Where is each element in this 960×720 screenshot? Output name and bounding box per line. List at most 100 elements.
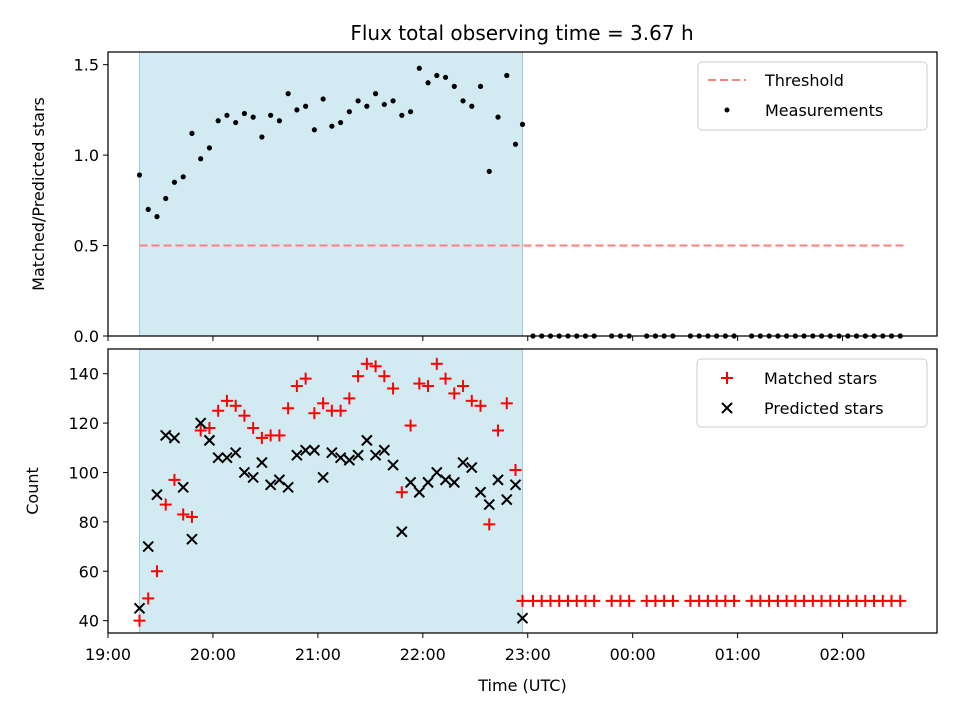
matched-stars-point	[623, 594, 636, 607]
bottom-y-tick-label: 140	[68, 365, 99, 384]
bottom-y-axis-ticks: 40 60 80 100 120 140	[68, 365, 108, 631]
predicted-stars-point	[282, 481, 294, 494]
predicted-stars-point	[439, 474, 452, 486]
predicted-stars-point	[387, 459, 399, 471]
matched-stars-point	[282, 402, 295, 415]
bottom-x-axis-ticks: 19:00 20:00 21:00 22:00 23:00 00:00 01:00 02:00	[85, 633, 866, 664]
predicted-stars-point	[317, 471, 329, 484]
measurement-point	[346, 109, 352, 115]
x-tick-label: 20:00	[190, 645, 236, 664]
measurement-point	[460, 98, 466, 104]
bottom-y-tick-label: 100	[68, 463, 99, 482]
measurement-point	[399, 112, 405, 118]
measurement-point	[442, 74, 449, 80]
measurement-point	[241, 110, 248, 117]
x-tick-label: 21:00	[295, 645, 341, 664]
predicted-stars-point	[483, 498, 495, 511]
predicted-stars-point	[142, 540, 154, 553]
x-tick-label: 23:00	[505, 645, 551, 664]
predicted-stars-point	[229, 447, 242, 459]
measurement-point	[416, 65, 422, 71]
matched-stars-point	[290, 380, 303, 393]
measurement-point	[154, 214, 160, 220]
predicted-stars-point	[177, 481, 189, 494]
predicted-stars-point	[396, 526, 408, 538]
predicted-stars-point	[378, 444, 391, 456]
measurement-point	[294, 107, 300, 113]
x-tick-label: 02:00	[820, 645, 866, 664]
predicted-stars-point	[404, 476, 417, 489]
matched-stars-series	[133, 357, 907, 627]
predicted-stars-point	[361, 434, 373, 447]
predicted-stars-point	[343, 454, 356, 466]
measurement-point	[198, 156, 204, 162]
top-y-tick-label: 1.5	[74, 56, 99, 75]
x-tick-label: 19:00	[85, 645, 131, 664]
predicted-stars-point	[457, 456, 469, 469]
matched-stars-point	[229, 399, 242, 412]
matched-stars-point	[492, 424, 505, 437]
top-y-axis-ticks: 0.0 0.5 1.0 1.5	[74, 56, 108, 346]
matched-stars-point	[588, 594, 601, 607]
predicted-stars-point	[151, 488, 163, 501]
legend-matched-label: Matched stars	[764, 369, 877, 388]
measurement-point	[425, 80, 431, 86]
measurement-point	[407, 109, 414, 115]
bottom-y-tick-label: 120	[68, 414, 99, 433]
predicted-stars-point	[186, 533, 198, 545]
x-axis-label: Time (UTC)	[477, 676, 566, 695]
predicted-stars-point	[474, 486, 487, 498]
matched-stars-point	[395, 486, 408, 499]
legend-threshold-label: Threshold	[764, 71, 844, 90]
matched-stars-point	[387, 382, 400, 395]
matched-stars-point	[142, 592, 155, 605]
top-observing-window-shade	[138, 51, 523, 337]
top-panel: 0.0 0.5 1.0 1.5 Matched/Predicted stars Thr…	[29, 51, 938, 346]
matched-stars-point	[413, 377, 426, 390]
predicted-stars-point	[133, 602, 146, 615]
predicted-stars-point	[203, 434, 216, 447]
predicted-stars-point	[369, 449, 382, 461]
predicted-stars-point	[299, 444, 312, 456]
measurement-point	[224, 112, 230, 118]
matched-stars-point	[334, 404, 347, 417]
measurement-point	[329, 123, 335, 129]
measurement-point	[259, 134, 265, 140]
matched-stars-point	[150, 565, 163, 578]
matched-stars-point	[352, 370, 365, 383]
x-tick-label: 00:00	[610, 645, 656, 664]
matched-stars-point	[212, 404, 225, 417]
top-y-tick-label: 1.0	[74, 146, 99, 165]
matched-stars-point	[474, 399, 487, 412]
legend-matched-swatch	[721, 372, 733, 384]
top-axes-frame	[107, 51, 938, 337]
matched-stars-point	[666, 594, 679, 607]
measurement-point	[189, 130, 195, 137]
top-legend: Threshold Measurements	[697, 61, 928, 131]
legend-predicted-swatch	[721, 402, 733, 414]
matched-stars-point	[299, 372, 312, 385]
measurement-point	[285, 91, 291, 97]
x-tick-label: 22:00	[400, 645, 446, 664]
predicted-stars-point	[308, 444, 321, 456]
measurement-point	[320, 96, 326, 102]
measurement-point	[381, 101, 387, 108]
measurement-point	[180, 174, 186, 180]
matched-stars-point	[516, 594, 529, 607]
matched-stars-point	[500, 397, 513, 410]
measurement-point	[512, 141, 519, 147]
matched-stars-point	[247, 422, 260, 435]
bottom-legend-box	[696, 358, 928, 428]
measurement-point	[311, 127, 317, 133]
matched-stars-point	[369, 360, 382, 373]
matched-stars-point	[159, 498, 172, 511]
top-x-axis-ticks	[107, 336, 844, 341]
matched-stars-point	[728, 594, 741, 607]
matched-stars-point	[422, 380, 435, 393]
predicted-stars-series	[133, 417, 529, 624]
predicted-stars-point	[212, 451, 224, 464]
predicted-stars-point	[326, 447, 338, 459]
predicted-stars-point	[160, 429, 172, 442]
x-tick-label: 01:00	[715, 645, 761, 664]
measurement-point	[215, 118, 221, 124]
